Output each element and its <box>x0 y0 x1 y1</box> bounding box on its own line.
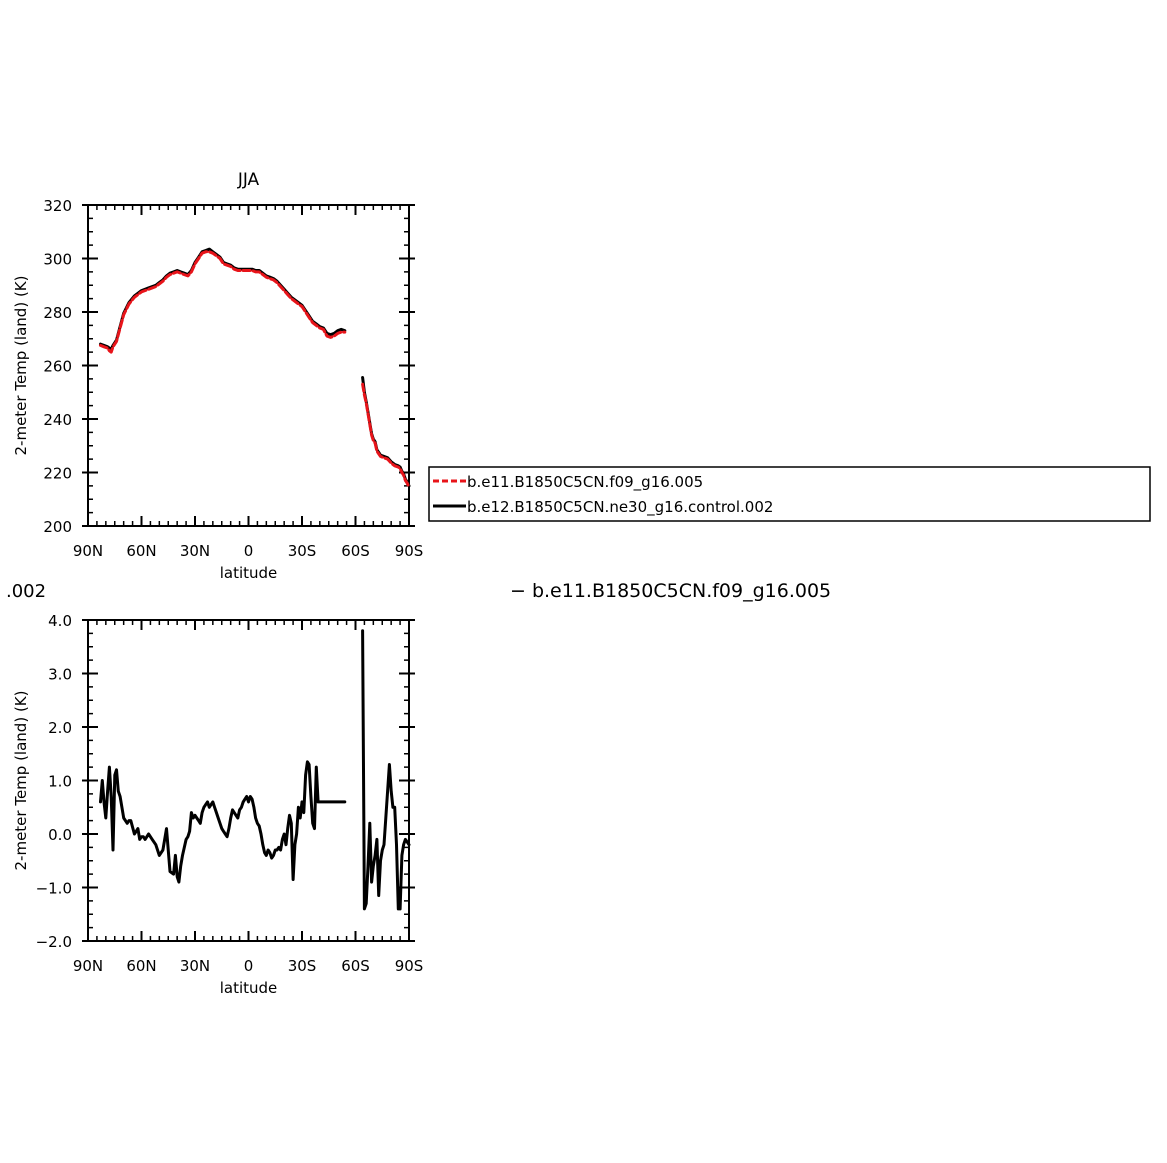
x-tick-label: 30S <box>288 542 317 560</box>
x-axis-label: latitude <box>220 979 278 997</box>
y-axis-label: 2-meter Temp (land) (K) <box>12 276 30 456</box>
y-tick-label: 3.0 <box>48 666 72 684</box>
series-line <box>99 760 347 884</box>
y-axis-label: 2-meter Temp (land) (K) <box>12 691 30 871</box>
y-tick-label: 0.0 <box>48 826 72 844</box>
legend-label: b.e11.B1850C5CN.f09_g16.005 <box>467 473 703 492</box>
y-tick-label: 320 <box>43 197 72 215</box>
y-tick-label: −1.0 <box>36 880 72 898</box>
plot-frame <box>87 204 410 527</box>
x-tick-label: 0 <box>244 957 254 975</box>
y-tick-label: −2.0 <box>36 933 72 951</box>
x-tick-label: 30S <box>288 957 317 975</box>
series-line <box>361 382 411 489</box>
x-tick-label: 90S <box>395 957 424 975</box>
x-tick-label: 60S <box>341 957 370 975</box>
x-tick-label: 60S <box>341 542 370 560</box>
bottom-chart: 90N 60N 30N 0 30S 60S 90S −2.0 −1.0 0.0 1.0 2.0 3.0 4… <box>12 612 423 997</box>
plot-frame <box>87 619 410 942</box>
chart-title: JJA <box>237 170 260 190</box>
legend-label: b.e12.B1850C5CN.ne30_g16.control.002 <box>467 498 773 517</box>
y-tick-label: 2.0 <box>48 719 72 737</box>
y-tick-label: 280 <box>43 304 72 322</box>
y-tick-label: 4.0 <box>48 612 72 630</box>
top-chart: 90N 60N 30N 0 30S 60S 90S 200 220 240 260 280 300 320… <box>12 170 423 582</box>
clipped-series-label-right: − b.e11.B1850C5CN.f09_g16.005 <box>510 580 831 602</box>
y-tick-label: 260 <box>43 358 72 376</box>
series-line <box>361 629 411 911</box>
series-line <box>99 250 347 354</box>
y-tick-label: 240 <box>43 411 72 429</box>
x-axis-label: latitude <box>220 564 278 582</box>
x-tick-label: 0 <box>244 542 254 560</box>
series-line <box>99 247 347 351</box>
x-tick-label: 30N <box>180 542 210 560</box>
x-tick-label: 30N <box>180 957 210 975</box>
y-tick-label: 200 <box>43 518 72 536</box>
legend: b.e11.B1850C5CN.f09_g16.005 b.e12.B1850C5… <box>428 466 1151 522</box>
clipped-series-label-left: .002 <box>6 581 46 602</box>
x-tick-label: 60N <box>126 957 156 975</box>
x-tick-label: 90N <box>73 542 103 560</box>
legend-box <box>428 466 1151 522</box>
x-tick-label: 60N <box>126 542 156 560</box>
y-tick-label: 220 <box>43 465 72 483</box>
y-tick-label: 1.0 <box>48 773 72 791</box>
x-tick-label: 90S <box>395 542 424 560</box>
x-tick-label: 90N <box>73 957 103 975</box>
y-tick-label: 300 <box>43 251 72 269</box>
